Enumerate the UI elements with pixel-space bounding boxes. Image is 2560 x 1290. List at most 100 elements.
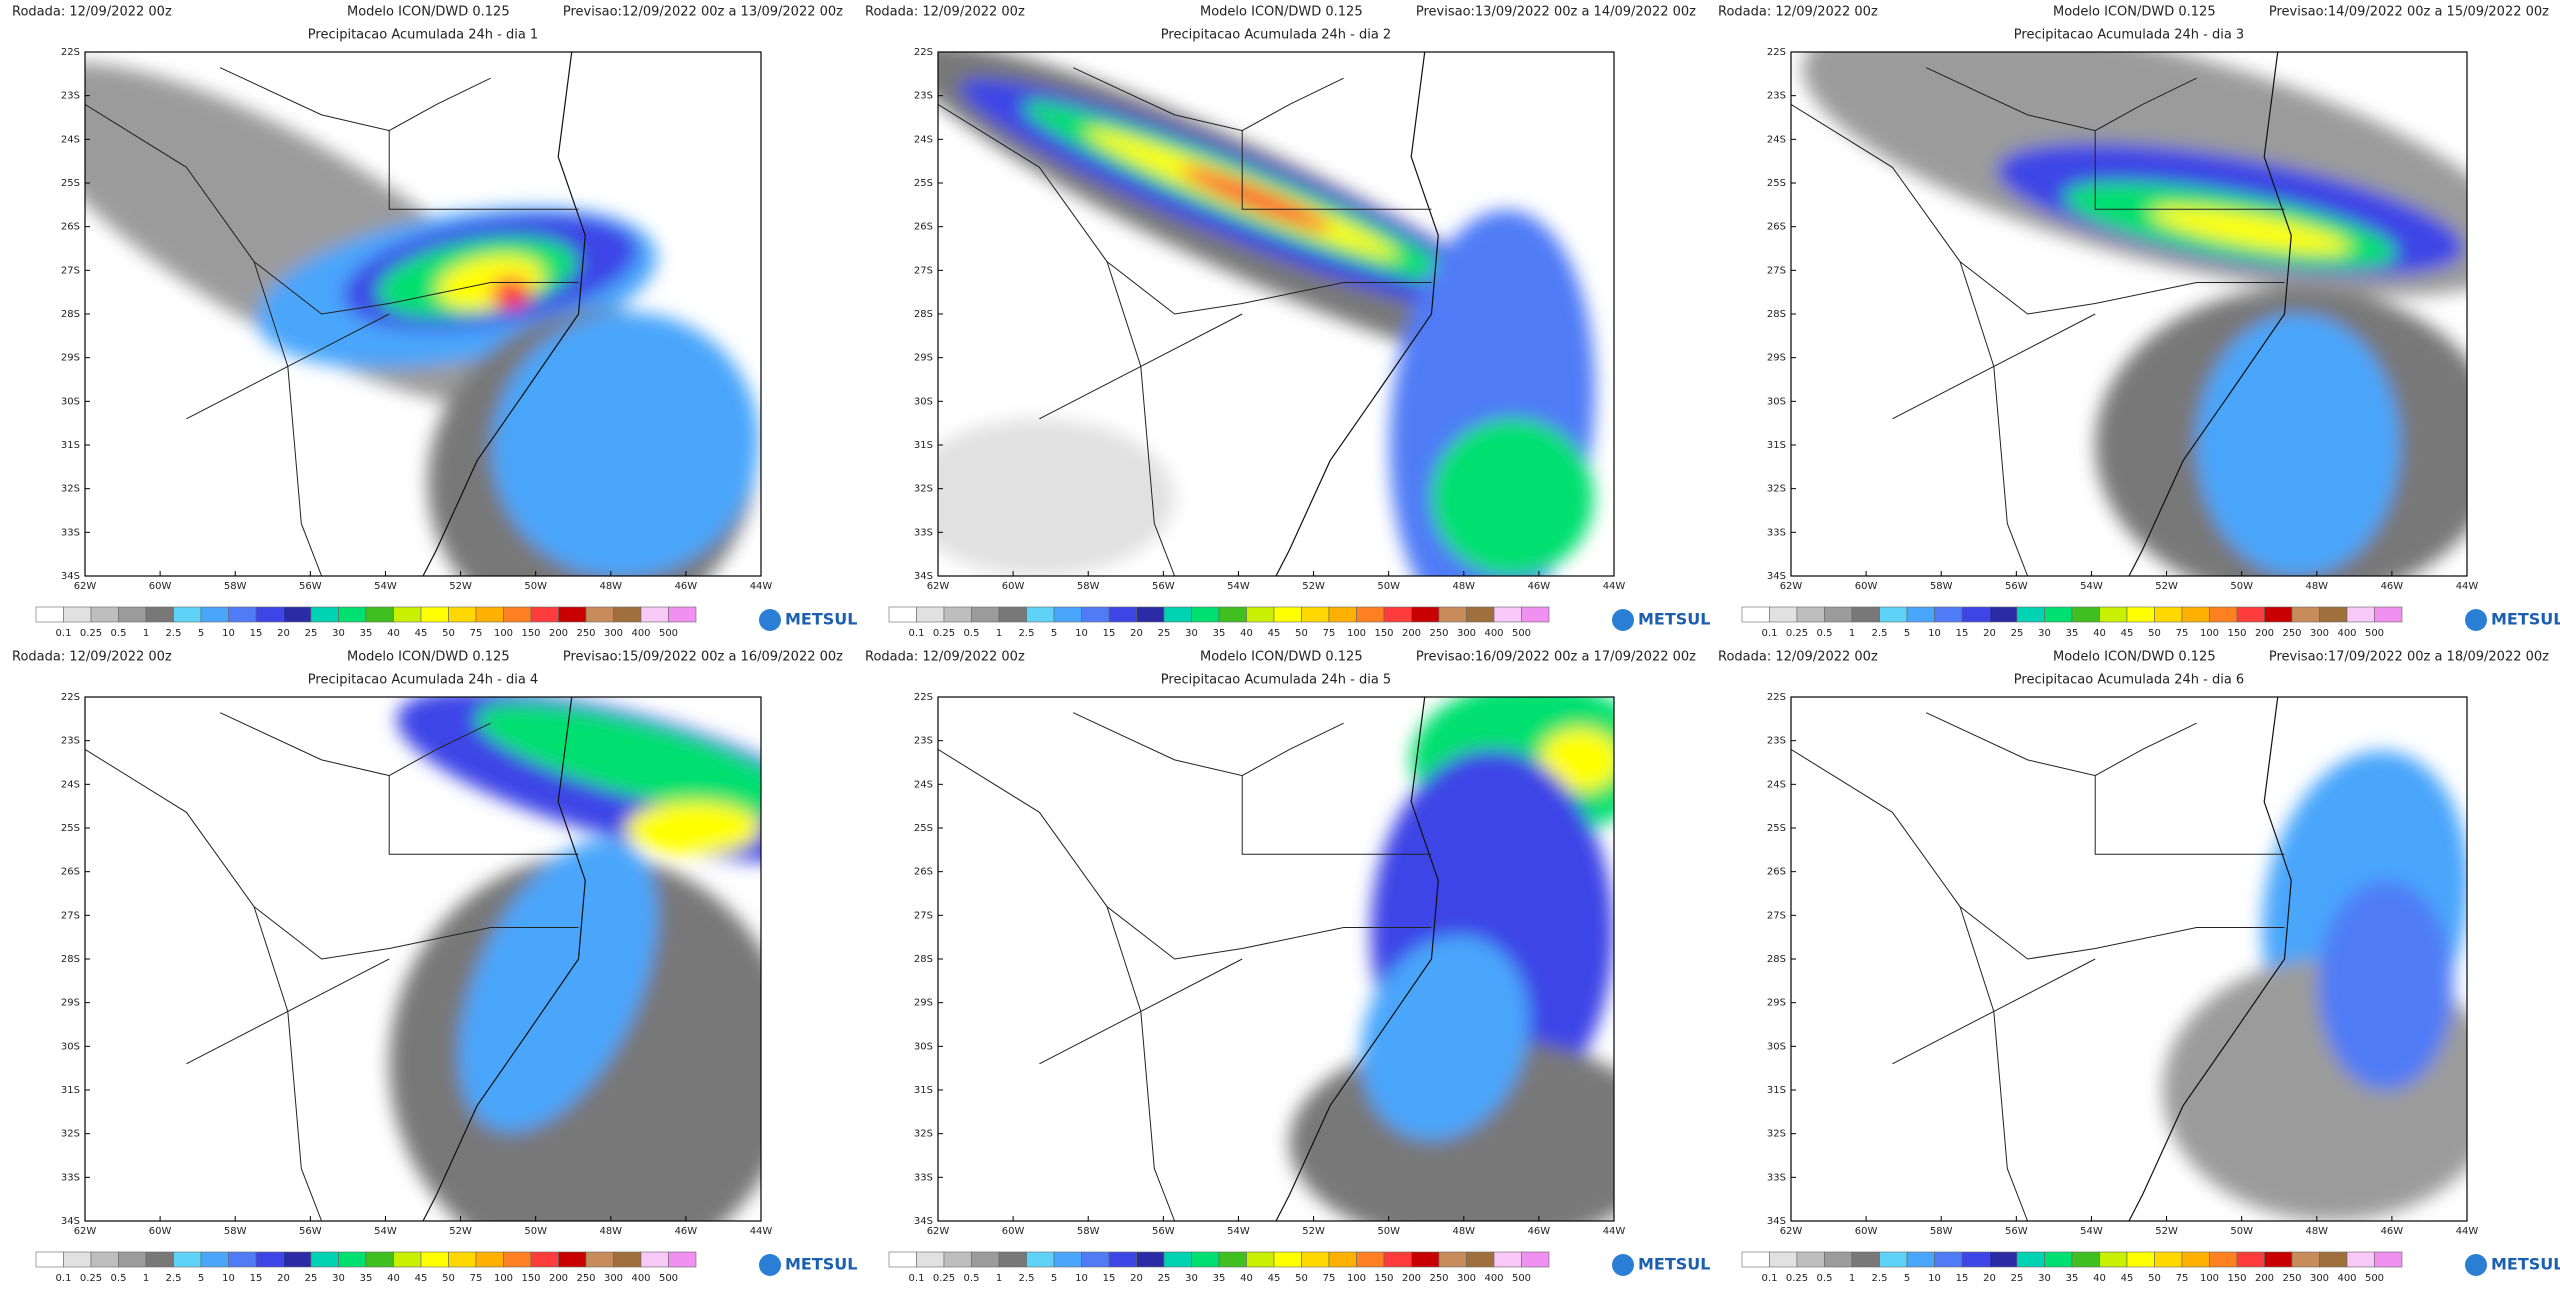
run-label: Rodada: 12/09/2022 00z [12,650,172,665]
colorbar-label: 75 [470,628,483,639]
lon-label: 52W [2155,581,2178,592]
colorbar-box [365,606,394,623]
coastline [422,52,586,576]
border [1959,261,2029,576]
colorbar-label: 100 [2200,628,2219,639]
lat-label: 32S [914,484,933,495]
lon-label: 52W [2155,1226,2178,1237]
colorbar-box [145,1251,174,1268]
colorbar-label: 0.1 [56,1273,72,1284]
precip-area [1539,728,1614,792]
colorbar-label: 45 [1268,1273,1281,1284]
colorbar-box [2209,606,2238,623]
lon-label: 48W [599,1226,622,1237]
lat-label: 33S [914,1172,933,1183]
colorbar-label: 30 [2038,628,2051,639]
colorbar-label: 200 [2255,1273,2274,1284]
colorbar-label: 2.5 [166,1273,182,1284]
lat-label: 33S [61,1172,80,1183]
colorbar-box [2236,606,2265,623]
colorbar-box [118,1251,147,1268]
lon-label: 52W [449,581,472,592]
colorbar-box [200,1251,229,1268]
precip-field [389,697,761,1221]
colorbar-label: 45 [2121,1273,2134,1284]
lon-label: 58W [224,581,247,592]
lon-label: 60W [149,581,172,592]
colorbar-label: 20 [1130,628,1143,639]
lon-label: 60W [149,1226,172,1237]
colorbar-box [1356,606,1385,623]
colorbar-label: 2.5 [166,628,182,639]
lat-label: 31S [1767,440,1786,451]
logo-globe [759,609,781,631]
colorbar-label: 0.5 [964,1273,980,1284]
colorbar-box [1961,1251,1990,1268]
lat-label: 33S [914,527,933,538]
lat-label: 29S [61,998,80,1009]
colorbar-label: 35 [2066,628,2079,639]
precip-area [1180,166,1332,231]
lon-label: 62W [1780,1226,1803,1237]
colorbar-label: 10 [1075,1273,1088,1284]
map-title: Precipitacao Acumulada 24h - dia 2 [1161,28,1391,43]
colorbar-label: 250 [2282,1273,2301,1284]
colorbar-box [888,1251,917,1268]
colorbar-box [1081,606,1110,623]
lon-label: 56W [1152,581,1175,592]
forecast-period: Previsao:17/09/2022 00z a 18/09/2022 00z [2269,650,2549,665]
colorbar-label: 1 [996,1273,1002,1284]
lon-label: 50W [524,581,547,592]
lat-label: 32S [61,484,80,495]
lon-label: 48W [1452,581,1475,592]
colorbar-box [971,606,1000,623]
colorbar-box [2319,1251,2348,1268]
colorbar-box [558,606,587,623]
map [85,52,761,576]
lat-label: 31S [1767,1085,1786,1096]
colorbar-label: 45 [415,1273,428,1284]
colorbar-box [448,1251,477,1268]
panel: Rodada: 12/09/2022 00z Modelo ICON/DWD 0.… [12,650,857,1285]
lat-label: 34S [914,571,933,582]
lon-label: 60W [1855,581,1878,592]
colorbar-box [63,606,92,623]
colorbar-box [1438,606,1467,623]
colorbar-box [420,1251,449,1268]
colorbar-label: 100 [494,1273,513,1284]
colorbar-label: 1 [1849,628,1855,639]
colorbar-label: 25 [305,1273,318,1284]
run-label: Rodada: 12/09/2022 00z [1718,5,1878,20]
colorbar-box [90,1251,119,1268]
lon-label: 62W [74,581,97,592]
colorbar-label: 500 [2365,1273,2384,1284]
colorbar-box [1879,606,1908,623]
colorbar-box [2099,1251,2128,1268]
lon-label: 58W [224,1226,247,1237]
colorbar-label: 20 [1130,1273,1143,1284]
colorbar-label: 500 [659,1273,678,1284]
colorbar-box [530,1251,559,1268]
lat-label: 28S [1767,954,1786,965]
lat-label: 33S [1767,527,1786,538]
lat-label: 31S [61,440,80,451]
colorbar-label: 10 [1928,628,1941,639]
colorbar-box [475,606,504,623]
lat-label: 29S [914,998,933,1009]
colorbar-box [1934,1251,1963,1268]
colorbar-box [1879,1251,1908,1268]
lat-label: 33S [1767,1172,1786,1183]
lat-label: 24S [1767,779,1786,790]
colorbar-label: 5 [1904,1273,1910,1284]
lat-label: 23S [914,736,933,747]
lat-label: 31S [914,1085,933,1096]
lat-label: 34S [61,1216,80,1227]
colorbar-label: 100 [494,628,513,639]
colorbar-label: 300 [1457,628,1476,639]
colorbar-box [503,606,532,623]
lon-label: 50W [1377,581,1400,592]
lat-label: 27S [61,910,80,921]
precip-area [459,838,658,1132]
precip-area [2318,880,2454,1090]
map-title: Precipitacao Acumulada 24h - dia 5 [1161,673,1391,688]
